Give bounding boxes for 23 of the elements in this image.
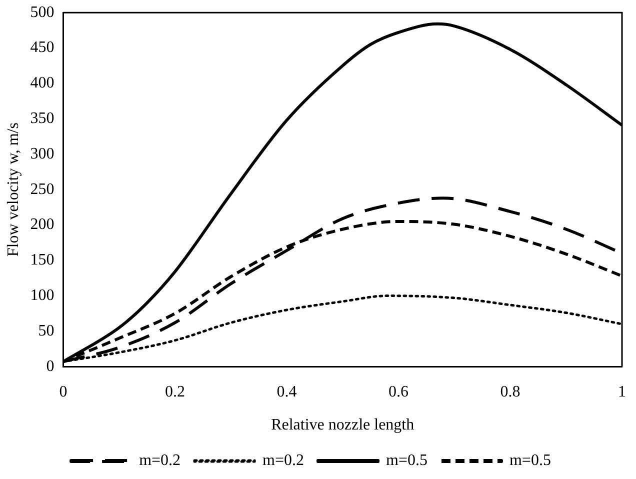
y-tick-label: 250 — [30, 180, 54, 198]
y-tick-label: 50 — [38, 322, 54, 340]
x-tick-label: 0.6 — [388, 383, 408, 400]
y-axis-title: Flow velocity w, m/s — [4, 122, 22, 257]
y-tick-label: 450 — [30, 39, 54, 56]
x-tick-label: 1 — [618, 383, 626, 400]
legend-label: m=0.2 — [139, 452, 181, 470]
y-tick-label: 0 — [46, 358, 54, 375]
y-tick-label: 400 — [30, 74, 54, 92]
x-tick-label: 0.8 — [500, 383, 520, 400]
x-axis-title: Relative nozzle length — [271, 416, 414, 434]
legend-label: m=0.5 — [386, 452, 428, 470]
legend-label: m=0.5 — [509, 452, 551, 470]
y-tick-label: 300 — [30, 145, 54, 162]
y-tick-label: 200 — [30, 216, 54, 234]
y-tick-label: 500 — [30, 4, 54, 21]
x-tick-label: 0.4 — [276, 383, 297, 400]
x-tick-label: 0.2 — [164, 383, 185, 400]
y-tick-label: 150 — [30, 252, 54, 269]
y-tick-label: 350 — [30, 110, 54, 128]
x-tick-label: 0 — [59, 383, 68, 400]
legend-label: m=0.2 — [262, 452, 304, 470]
y-tick-label: 100 — [30, 287, 54, 304]
